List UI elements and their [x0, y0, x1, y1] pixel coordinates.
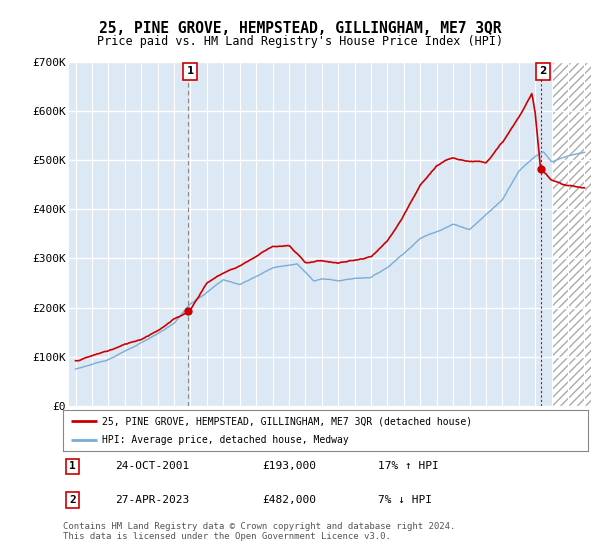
Text: 25, PINE GROVE, HEMPSTEAD, GILLINGHAM, ME7 3QR (detached house): 25, PINE GROVE, HEMPSTEAD, GILLINGHAM, M…	[103, 417, 473, 426]
Text: £193,000: £193,000	[263, 461, 317, 472]
Text: 2: 2	[539, 67, 547, 77]
Text: 24-OCT-2001: 24-OCT-2001	[115, 461, 190, 472]
Bar	[551, 62, 593, 406]
Text: 1: 1	[187, 67, 194, 77]
Text: Price paid vs. HM Land Registry's House Price Index (HPI): Price paid vs. HM Land Registry's House …	[97, 35, 503, 48]
Text: £482,000: £482,000	[263, 495, 317, 505]
Text: 17% ↑ HPI: 17% ↑ HPI	[378, 461, 439, 472]
Text: Contains HM Land Registry data © Crown copyright and database right 2024.
This d: Contains HM Land Registry data © Crown c…	[63, 522, 455, 542]
Text: 25, PINE GROVE, HEMPSTEAD, GILLINGHAM, ME7 3QR: 25, PINE GROVE, HEMPSTEAD, GILLINGHAM, M…	[99, 21, 501, 36]
Text: 7% ↓ HPI: 7% ↓ HPI	[378, 495, 432, 505]
Text: HPI: Average price, detached house, Medway: HPI: Average price, detached house, Medw…	[103, 435, 349, 445]
Text: 2: 2	[69, 495, 76, 505]
Text: 1: 1	[69, 461, 76, 472]
Bar	[551, 62, 593, 406]
Bar	[551, 62, 593, 406]
Text: 27-APR-2023: 27-APR-2023	[115, 495, 190, 505]
